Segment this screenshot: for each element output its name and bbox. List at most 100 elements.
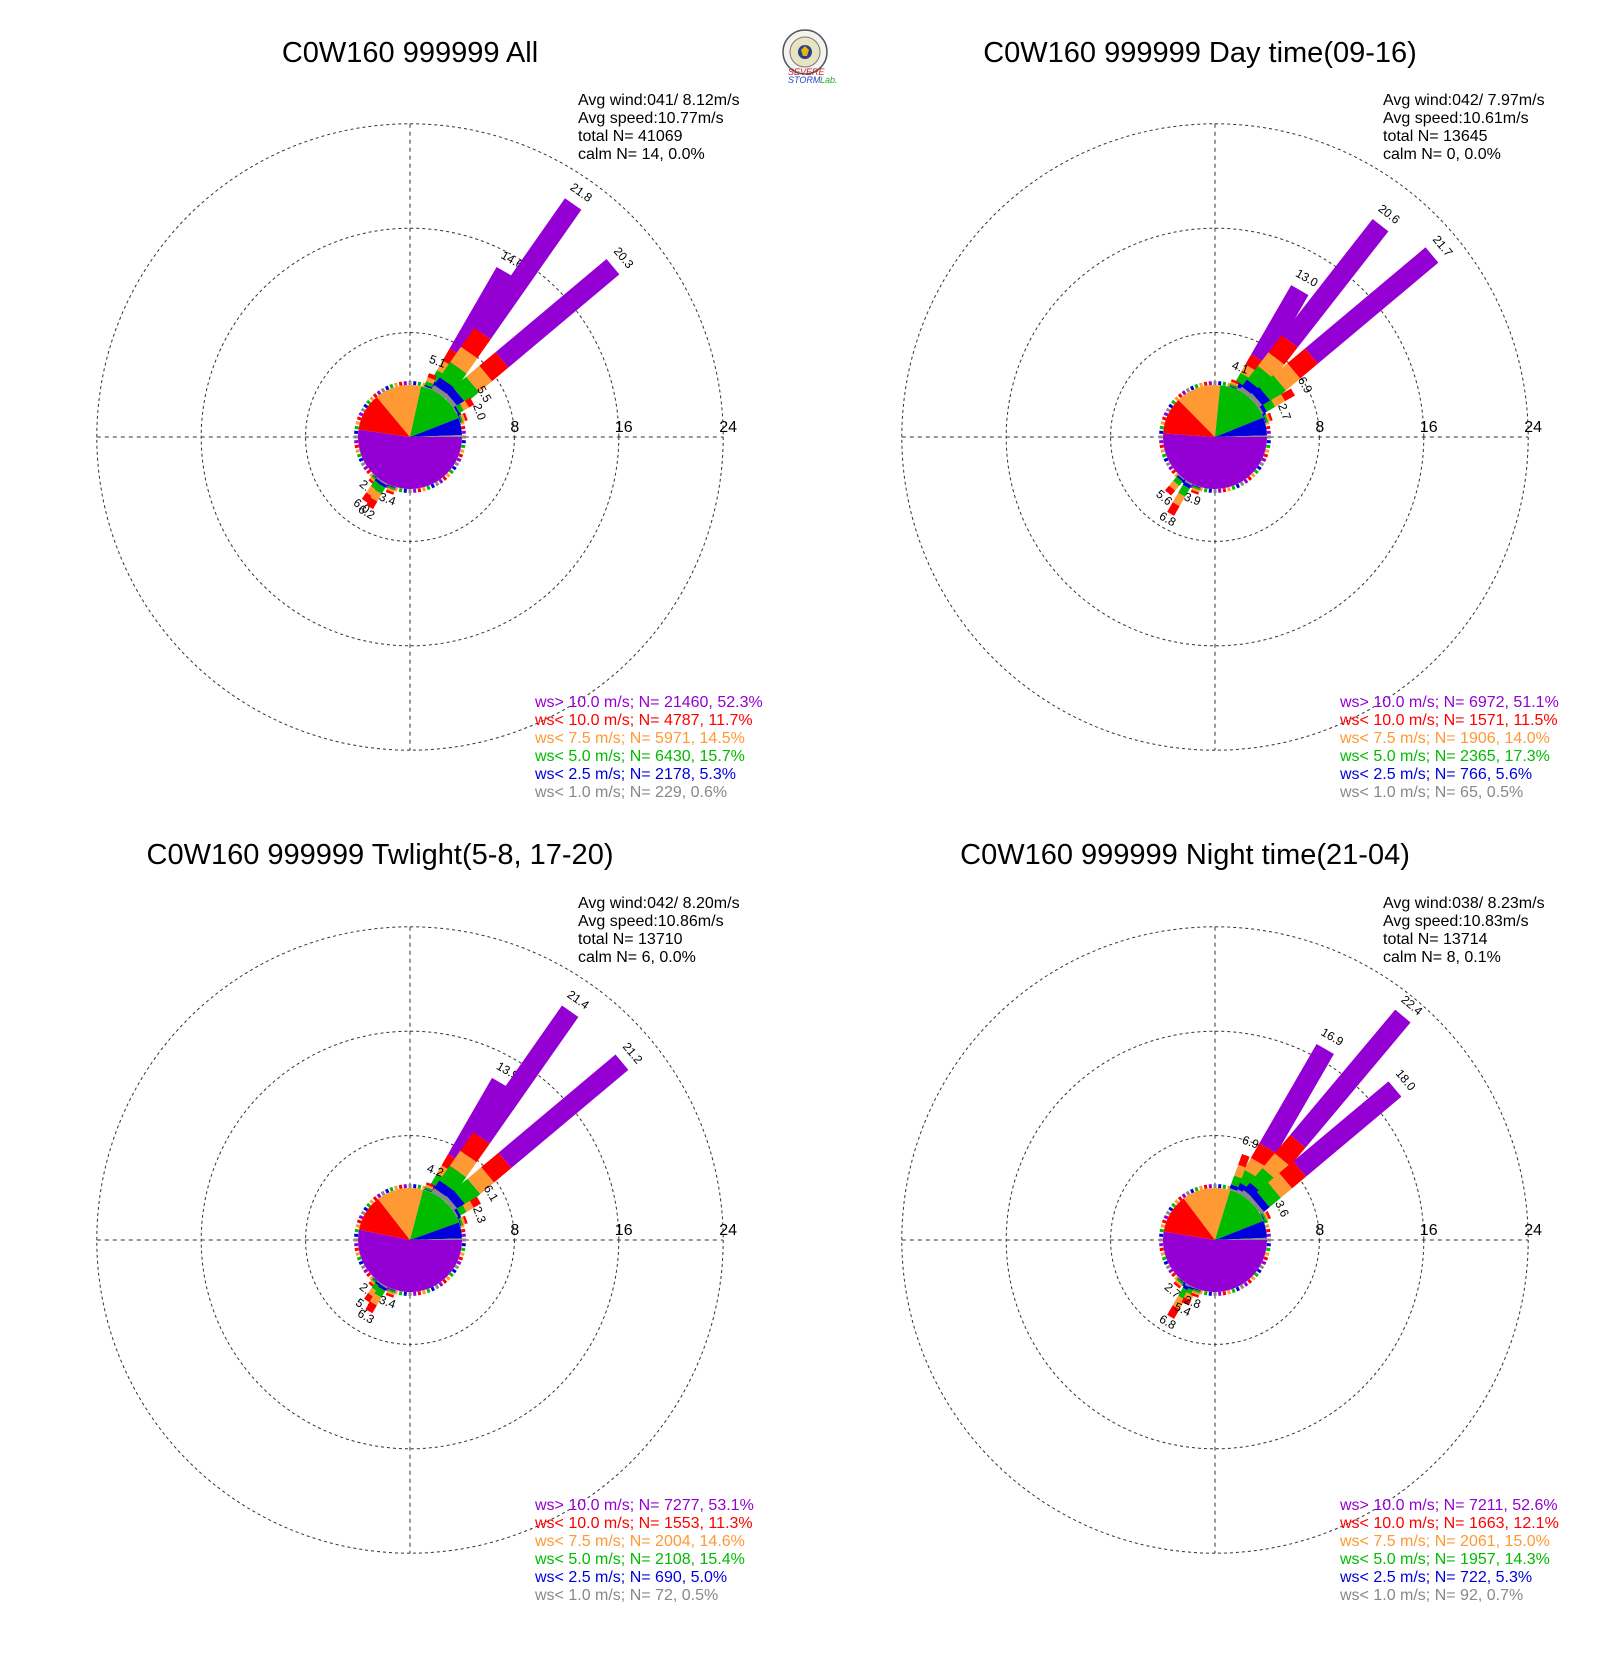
direction-bar-segment xyxy=(1262,1153,1291,1181)
direction-stub xyxy=(360,1264,366,1270)
direction-bar-segment xyxy=(1177,1277,1185,1284)
direction-bar-segment xyxy=(1245,354,1269,375)
direction-stub xyxy=(358,411,364,417)
direction-bar-segment xyxy=(439,1165,467,1192)
direction-stub xyxy=(1256,1268,1262,1274)
direction-stub xyxy=(417,1290,422,1296)
direction-stub xyxy=(356,453,362,458)
direction-stub xyxy=(363,403,369,409)
direction-bar-segment xyxy=(374,478,383,486)
direction-value-label: 3.4 xyxy=(377,1293,398,1312)
center-pie-slice xyxy=(358,397,410,437)
direction-stub xyxy=(372,393,378,399)
direction-bar-segment xyxy=(1191,1290,1200,1296)
direction-stub xyxy=(442,475,448,481)
direction-bar-segment xyxy=(1188,1286,1197,1292)
direction-stub xyxy=(426,1288,431,1294)
center-pie-slice xyxy=(410,386,459,437)
direction-bar-segment xyxy=(1237,1169,1262,1192)
direction-stub xyxy=(380,387,386,393)
direction-stub xyxy=(398,381,403,387)
direction-bar-segment xyxy=(479,352,509,382)
direction-bar-segment xyxy=(371,1283,382,1293)
direction-bar-segment xyxy=(387,485,396,491)
direction-bar-segment xyxy=(1250,1167,1278,1196)
direction-value-label: 3.9 xyxy=(1182,490,1203,509)
center-pie-slice xyxy=(376,385,422,437)
direction-stub xyxy=(459,421,465,425)
direction-bar-segment xyxy=(370,480,382,491)
direction-value-label: 21.2 xyxy=(620,1040,646,1067)
direction-bar-segment xyxy=(1190,489,1200,495)
direction-bar-segment xyxy=(1182,481,1192,489)
direction-stub xyxy=(1174,1275,1180,1281)
direction-stub xyxy=(1239,481,1245,487)
direction-bar-segment xyxy=(1251,1191,1270,1212)
direction-bar-segment xyxy=(386,1290,395,1296)
direction-stub xyxy=(1159,1228,1165,1233)
direction-stub xyxy=(1171,469,1177,475)
direction-bar-segment xyxy=(453,406,460,414)
wind-rose-panel: C0W160 999999 Day time(09-16) 8 16 24 13.0 20… xyxy=(901,37,1559,801)
center-pie-slice xyxy=(378,1188,424,1240)
direction-bar-segment xyxy=(1173,1281,1182,1289)
legend-entry: ws< 7.5 m/s; N= 2004, 14.6% xyxy=(534,1533,745,1550)
direction-bar-segment xyxy=(385,1292,395,1298)
direction-stub xyxy=(1261,1260,1267,1266)
direction-bar-segment xyxy=(460,327,491,359)
direction-bar-segment xyxy=(454,1208,461,1217)
direction-stub xyxy=(366,469,372,475)
direction-bar-segment xyxy=(1192,1288,1201,1294)
direction-bar-segment xyxy=(366,485,378,497)
direction-stub xyxy=(1168,1206,1174,1212)
direction-stub xyxy=(1203,1184,1208,1190)
logo-text-storm: STORM xyxy=(788,75,821,85)
direction-bar-segment xyxy=(387,1288,396,1294)
direction-stub xyxy=(1165,1264,1171,1270)
direction-value-label: 3.6 xyxy=(1272,1198,1292,1219)
direction-bar-segment xyxy=(431,384,451,401)
legend-entry: ws< 2.5 m/s; N= 722, 5.3% xyxy=(1339,1569,1532,1586)
direction-bar-segment xyxy=(361,492,373,504)
direction-stub xyxy=(1264,1252,1270,1256)
direction-stub xyxy=(356,1256,362,1261)
direction-bar-segment xyxy=(1229,383,1238,389)
legend-entry: ws< 5.0 m/s; N= 2365, 17.3% xyxy=(1339,748,1550,765)
stats-line-avg-speed: Avg speed:10.86m/s xyxy=(578,913,724,930)
direction-bar-segment xyxy=(1167,502,1180,516)
direction-stub xyxy=(355,1224,361,1228)
direction-bar-segment xyxy=(426,377,436,385)
direction-stub xyxy=(434,1284,440,1290)
center-pie-slice xyxy=(1163,1231,1267,1293)
direction-bar-segment xyxy=(1244,1157,1269,1180)
legend-entry: ws< 2.5 m/s; N= 2178, 5.3% xyxy=(534,766,736,783)
direction-bar-segment xyxy=(1174,1279,1183,1287)
direction-bar-segment xyxy=(455,403,464,413)
direction-stub xyxy=(380,1190,386,1196)
legend-entry: ws< 2.5 m/s; N= 766, 5.6% xyxy=(1339,766,1532,783)
direction-bar-segment xyxy=(378,1284,387,1291)
direction-bar-segment xyxy=(378,481,387,488)
direction-stub xyxy=(1265,425,1271,430)
direction-bar-segment xyxy=(1173,476,1183,486)
direction-stub xyxy=(1231,485,1236,491)
direction-stub xyxy=(456,411,462,417)
stats-line-calm: calm N= 8, 0.1% xyxy=(1383,949,1501,966)
direction-stub xyxy=(1165,461,1171,467)
direction-bar-segment xyxy=(1192,485,1201,491)
direction-stub xyxy=(1189,1188,1195,1194)
ring-tick-label: 8 xyxy=(510,419,519,436)
direction-stub xyxy=(384,483,390,489)
center-pie-slice xyxy=(1215,417,1267,437)
direction-bar-segment xyxy=(1293,1081,1402,1177)
ring-tick-label: 16 xyxy=(1420,419,1438,436)
direction-bar-segment xyxy=(370,490,382,502)
chart-title: C0W160 999999 Night time(21-04) xyxy=(960,839,1410,871)
direction-bar-segment xyxy=(1281,388,1295,402)
direction-bar-segment xyxy=(1182,1284,1192,1292)
direction-stub xyxy=(1222,487,1227,493)
direction-bar-segment xyxy=(1176,475,1184,482)
ring-tick-label: 24 xyxy=(1524,1222,1542,1239)
direction-bar-segment xyxy=(1265,413,1271,422)
